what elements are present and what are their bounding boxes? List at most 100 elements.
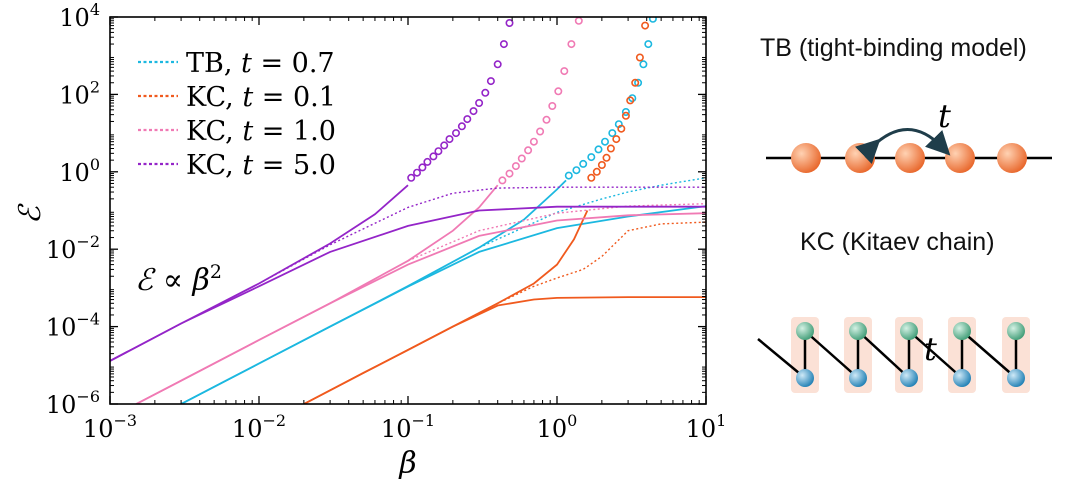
series-3-circle-point (423, 157, 432, 166)
series-3-circle-point (499, 40, 508, 49)
series-3-circle-point (451, 129, 460, 138)
series-1-circle-point (621, 111, 630, 120)
kc-diagram-title: KC (Kitaev chain) (800, 228, 995, 256)
series-1-circle-point (592, 167, 601, 176)
series-0-circle-point (648, 17, 657, 23)
series-2-circle-point (554, 87, 563, 96)
y-tick-label: 104 (59, 0, 100, 32)
series-3-circle-point (434, 147, 443, 156)
series-0-circle-point (639, 60, 648, 69)
tb-chain: t (766, 97, 1052, 173)
legend-label-0: TB, t = 0.7 (186, 48, 335, 79)
annotation-exponent: 2 (210, 261, 222, 283)
series-2-circle-point (498, 176, 507, 185)
legend-label-2: KC, t = 1.0 (186, 116, 336, 147)
series-2-circle-point (536, 127, 545, 136)
series-2-circle-point (524, 146, 533, 155)
series-3-circle-point (445, 135, 454, 144)
series-1-circle-point (587, 173, 596, 182)
series-1-circle-point (641, 21, 650, 30)
series-3-circle-point (493, 60, 502, 69)
series-2-solid-line-lower (135, 212, 706, 404)
kc-bottom-site (796, 369, 814, 387)
y-tick-label: 10−4 (46, 310, 100, 342)
x-tick-label: 10−2 (232, 411, 286, 443)
y-tick-label: 102 (59, 77, 100, 109)
series-layer (110, 17, 706, 404)
series-3-solid-line-upper (110, 184, 409, 362)
kc-top-site (849, 322, 867, 340)
kc-top-site (1007, 322, 1025, 340)
kc-top-site (900, 322, 918, 340)
series-1-circle-point (617, 124, 626, 133)
axis-ticks: 10−3 10−2 10−1 100 101 10−6 10−4 10−2 100 102 104 (46, 0, 727, 443)
series-0-circle-point (634, 78, 643, 87)
series-1-circle-point (597, 161, 606, 170)
series-3-circle-point (463, 115, 472, 124)
series-0-dotted-line (407, 177, 706, 287)
y-tick-label: 100 (59, 155, 100, 187)
kc-bottom-site (953, 369, 971, 387)
series-3-circle-point (486, 77, 495, 86)
hopping-arrow (855, 128, 951, 164)
legend-label-1: KC, t = 0.1 (186, 82, 336, 113)
kc-bottom-site (900, 369, 918, 387)
series-0-solid-line-lower (180, 205, 706, 404)
series-3-circle-point (418, 163, 427, 172)
annotation-scaling-law: ℰ ∝ β2 (135, 261, 222, 298)
kc-top-site (953, 322, 971, 340)
tb-site (997, 143, 1027, 173)
series-0-circle-point (594, 145, 603, 154)
series-1-circle-point (602, 153, 611, 162)
series-2-circle-point (529, 137, 538, 146)
series-3-circle-point (440, 141, 449, 150)
x-tick-label: 101 (686, 411, 727, 443)
series-2-circle-point (567, 40, 576, 49)
series-1-circle-point (635, 53, 644, 62)
series-3-circle-point (469, 107, 478, 116)
series-0-solid-line-upper (180, 179, 567, 404)
series-0-circle-point (600, 137, 609, 146)
tb-site (945, 143, 975, 173)
series-2-circle-point (560, 67, 569, 76)
kc-top-site (796, 322, 814, 340)
y-axis-label: ℰ (13, 203, 48, 224)
series-2-dotted-line (407, 203, 706, 262)
series-3-circle-point (429, 152, 438, 161)
model-diagrams: t t (757, 97, 1052, 393)
tb-hopping-label: t (938, 97, 951, 135)
series-3-circle-point (457, 122, 466, 131)
series-2-circle-point (511, 162, 520, 171)
kc-hopping-label: t (924, 330, 937, 368)
kc-bottom-site (1007, 369, 1025, 387)
series-3-circle-point (412, 168, 421, 177)
annotation-text: ℰ ∝ β (135, 263, 210, 298)
kc-bottom-site (849, 369, 867, 387)
x-tick-label: 100 (537, 411, 578, 443)
series-3-circle-point (505, 18, 514, 27)
svg-text:ℰ ∝ β2: ℰ ∝ β2 (135, 261, 222, 298)
series-3-circle-point (481, 88, 490, 97)
series-0-circle-point (564, 171, 573, 180)
y-tick-label: 10−2 (46, 232, 100, 264)
series-3-circle-point (407, 173, 416, 182)
series-2-circle-point (548, 102, 557, 111)
tb-site (895, 143, 925, 173)
kc-chain: t (757, 317, 1030, 393)
series-2-circle-point (505, 169, 514, 178)
series-0-circle-point (587, 153, 596, 162)
series-1-solid-line-lower (303, 296, 706, 404)
series-1-circle-point (626, 96, 635, 105)
series-2-circle-point (574, 17, 583, 25)
energy-vs-beta-chart: 10−3 10−2 10−1 100 10110−610−410−2100102104 … (13, 0, 727, 481)
series-2-circle-point (542, 115, 551, 124)
series-0-circle-point (644, 40, 653, 49)
series-0-circle-point (579, 159, 588, 168)
legend-label-3: KC, t = 5.0 (186, 150, 336, 181)
x-tick-label: 10−3 (83, 411, 137, 443)
series-1-circle-point (612, 135, 621, 144)
legend: TB, t = 0.7KC, t = 0.1KC, t = 1.0KC, t =… (138, 48, 336, 181)
series-0-circle-point (608, 129, 617, 138)
series-3-circle-point (475, 99, 484, 108)
x-tick-label: 10−1 (381, 411, 435, 443)
